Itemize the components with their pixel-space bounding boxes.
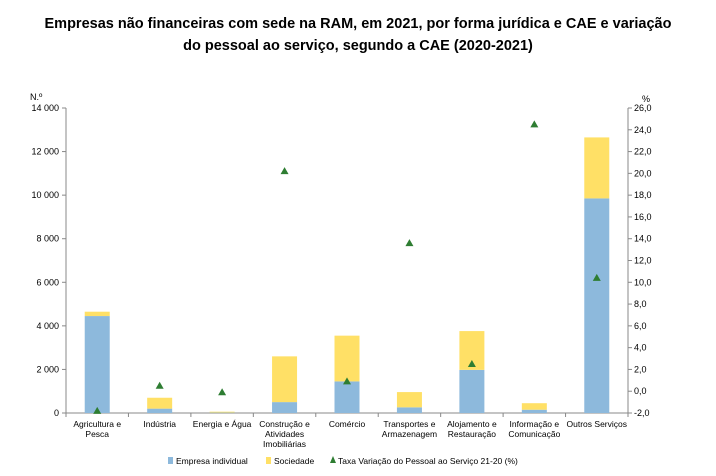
bar-sociedade [521, 403, 547, 410]
marker-taxa-variacao [218, 388, 227, 396]
bar-empresa-individual [147, 408, 173, 413]
left-axis-tick-label: 14 000 [31, 103, 59, 113]
legend-label: Empresa individual [176, 456, 248, 466]
category-label: Construção e [259, 419, 310, 429]
category-label: Restauração [448, 429, 496, 439]
right-axis-tick-label: 0,0 [634, 386, 647, 396]
legend-label: Taxa Variação do Pessoal ao Serviço 21-2… [338, 456, 518, 466]
category-label: Alojamento e [447, 419, 497, 429]
marker-taxa-variacao [405, 239, 414, 247]
marker-taxa-variacao [467, 359, 476, 367]
bar-sociedade [84, 311, 110, 317]
right-axis-tick-label: 8,0 [634, 299, 647, 309]
right-axis-tick-label: 26,0 [634, 103, 652, 113]
legend-label: Sociedade [274, 456, 314, 466]
right-axis-tick-label: 22,0 [634, 147, 652, 157]
category-label: Comunicação [508, 429, 560, 439]
right-axis-tick-label: 24,0 [634, 125, 652, 135]
left-axis-tick-label: 2 000 [36, 364, 59, 374]
category-label: Indústria [143, 419, 176, 429]
legend-swatch [266, 457, 271, 464]
category-label: Outros Serviços [567, 419, 627, 429]
bar-sociedade [209, 411, 235, 413]
marker-taxa-variacao [592, 273, 601, 281]
category-label: Agricultura e [73, 419, 121, 429]
category-label: Informação e [510, 419, 560, 429]
marker-taxa-variacao [93, 406, 102, 414]
left-axis-tick-label: 8 000 [36, 234, 59, 244]
bar-sociedade [272, 356, 298, 403]
bar-sociedade [584, 137, 610, 199]
left-axis-tick-label: 4 000 [36, 321, 59, 331]
right-axis-tick-label: 6,0 [634, 321, 647, 331]
marker-taxa-variacao [343, 377, 351, 385]
left-axis-tick-label: 6 000 [36, 277, 59, 287]
bar-sociedade [147, 397, 173, 409]
left-axis-tick-label: 10 000 [31, 190, 59, 200]
bar-sociedade [396, 392, 422, 408]
marker-taxa-variacao [530, 120, 539, 128]
right-axis-unit-label: % [642, 94, 650, 104]
category-label: Atividades [265, 429, 304, 439]
bar-empresa-individual [584, 198, 610, 413]
right-axis-tick-label: 16,0 [634, 212, 652, 222]
legend-swatch [168, 457, 173, 464]
right-axis-tick-label: -2,0 [634, 408, 650, 418]
marker-taxa-variacao [155, 381, 164, 389]
bar-sociedade [334, 335, 360, 382]
category-label: Pesca [85, 429, 109, 439]
right-axis-tick-label: 12,0 [634, 256, 652, 266]
category-label: Comércio [329, 419, 366, 429]
bar-empresa-individual [521, 409, 547, 413]
bar-empresa-individual [334, 381, 360, 413]
category-label: Imobiliárias [263, 439, 306, 449]
bar-empresa-individual [459, 369, 485, 413]
left-axis-tick-label: 12 000 [31, 147, 59, 157]
right-axis-tick-label: 18,0 [634, 190, 652, 200]
bar-empresa-individual [396, 407, 422, 413]
right-axis-tick-label: 4,0 [634, 343, 647, 353]
category-label: Transportes e [383, 419, 435, 429]
right-axis-tick-label: 2,0 [634, 364, 647, 374]
right-axis-tick-label: 14,0 [634, 234, 652, 244]
chart-title: Empresas não financeiras com sede na RAM… [0, 13, 716, 57]
category-label: Armazenagem [382, 429, 437, 439]
chart-title-line-2: do pessoal ao serviço, segundo a CAE (20… [183, 38, 533, 54]
right-axis-tick-label: 20,0 [634, 168, 652, 178]
left-axis-tick-label: 0 [54, 408, 59, 418]
chart-title-line-1: Empresas não financeiras com sede na RAM… [44, 16, 672, 32]
legend-swatch [330, 456, 336, 463]
category-label: Energia e Água [193, 419, 252, 429]
right-axis-tick-label: 10,0 [634, 277, 652, 287]
marker-taxa-variacao [280, 167, 289, 175]
left-axis-unit-label: N.º [30, 92, 43, 102]
bar-empresa-individual [272, 402, 298, 413]
bar-empresa-individual [84, 316, 110, 413]
